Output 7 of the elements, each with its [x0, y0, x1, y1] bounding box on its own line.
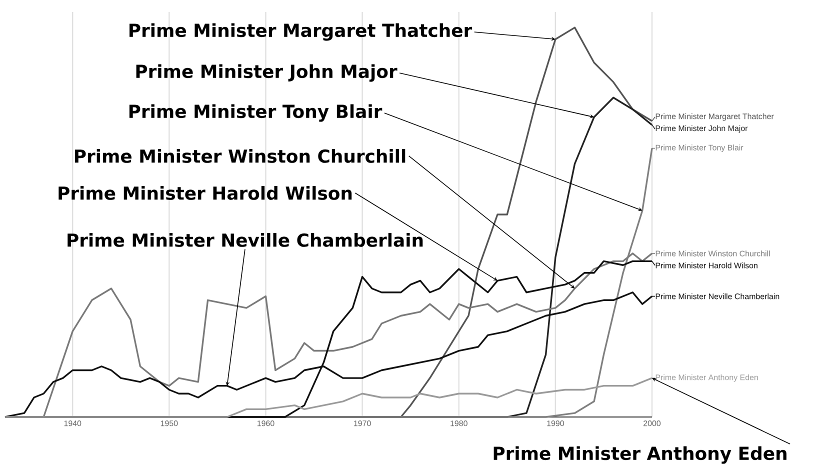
- annotation: Prime Minister Winston Churchill: [75, 149, 406, 163]
- annotation: Prime Minister Neville Chamberlain: [68, 233, 423, 247]
- annotation: Prime Minister John Major: [136, 64, 398, 82]
- annotation: Prime Minister Harold Wilson: [58, 186, 352, 200]
- annotation: Prime Minister Tony Blair: [129, 104, 382, 122]
- annotation: Prime Minister Anthony Eden: [494, 446, 786, 464]
- annotation: Prime Minister Margaret Thatcher: [130, 23, 472, 41]
